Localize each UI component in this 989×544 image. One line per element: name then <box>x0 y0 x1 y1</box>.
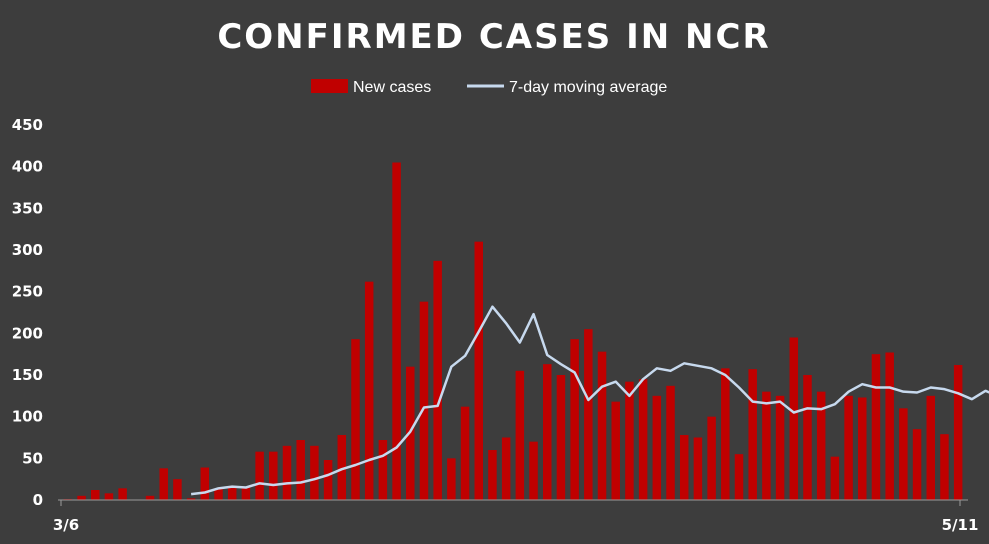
legend-swatch-new-cases <box>311 79 348 93</box>
bar-new-cases <box>145 495 155 500</box>
bar-new-cases <box>296 440 305 500</box>
bar-new-cases <box>337 435 347 500</box>
bar-new-cases <box>529 441 538 500</box>
x-tick-label-start: 3/6 <box>53 516 79 534</box>
bar-new-cases <box>597 351 607 500</box>
bar-new-cases <box>693 437 703 500</box>
legend-label-new-cases: New cases <box>353 79 431 96</box>
legend: New cases 7-day moving average <box>311 79 667 96</box>
bar-new-cases <box>707 416 716 500</box>
bar-new-cases <box>447 458 456 500</box>
y-tick-label: 0 <box>33 491 43 509</box>
bar-new-cases <box>666 385 675 500</box>
bar-new-cases <box>351 339 360 500</box>
bar-new-cases <box>830 456 840 500</box>
bar-new-cases <box>282 445 292 500</box>
bar-new-cases <box>460 406 470 500</box>
bar-new-cases <box>803 375 812 500</box>
bar-new-cases <box>323 460 333 500</box>
bar-new-cases <box>241 487 251 500</box>
bar-new-cases <box>104 493 114 500</box>
bar-new-cases <box>364 281 374 500</box>
bar-new-cases <box>186 498 196 500</box>
y-axis: 0 50 100 150 200 250 300 350 400 450 <box>12 116 43 509</box>
bar-new-cases <box>433 260 442 500</box>
bar-new-cases <box>378 440 388 500</box>
bar-new-cases <box>762 391 771 500</box>
bar-new-cases <box>748 369 757 500</box>
bar-new-cases <box>912 429 922 500</box>
bar-new-cases <box>611 401 620 500</box>
y-tick-label: 100 <box>12 408 43 426</box>
bar-new-cases <box>940 434 949 500</box>
bar-new-cases <box>77 495 86 500</box>
bar-new-cases <box>91 490 100 500</box>
bar-new-cases <box>255 451 264 500</box>
bar-new-cases <box>584 329 593 500</box>
bar-new-cases <box>638 379 648 500</box>
bar-new-cases <box>501 437 511 500</box>
new-cases-bars <box>63 162 963 501</box>
bar-new-cases <box>118 488 127 500</box>
bar-new-cases <box>858 397 867 500</box>
bar-new-cases <box>515 370 525 500</box>
y-tick-label: 400 <box>12 158 43 176</box>
y-tick-label: 450 <box>12 116 43 134</box>
chart-title: CONFIRMED CASES IN NCR <box>217 17 770 57</box>
bar-new-cases <box>227 487 237 500</box>
y-tick-label: 50 <box>22 449 43 467</box>
bar-new-cases <box>625 381 634 500</box>
bar-new-cases <box>419 301 429 500</box>
y-tick-label: 350 <box>12 199 43 217</box>
bar-new-cases <box>775 395 785 500</box>
bar-new-cases <box>474 241 483 501</box>
bar-new-cases <box>543 364 552 500</box>
bar-new-cases <box>310 445 319 500</box>
bar-new-cases <box>871 354 881 500</box>
bar-new-cases <box>899 408 908 500</box>
y-tick-label: 300 <box>12 241 43 259</box>
bar-new-cases <box>816 391 826 500</box>
bar-new-cases <box>570 339 579 500</box>
bar-new-cases <box>734 454 744 500</box>
bar-new-cases <box>789 337 799 500</box>
bar-new-cases <box>159 468 168 500</box>
y-tick-label: 150 <box>12 366 43 384</box>
bar-new-cases <box>721 368 730 500</box>
bar-new-cases <box>200 467 210 500</box>
bar-new-cases <box>953 365 963 500</box>
bar-new-cases <box>679 435 689 500</box>
bar-new-cases <box>392 162 401 500</box>
y-tick-label: 200 <box>12 324 43 342</box>
y-tick-label: 250 <box>12 283 43 301</box>
bar-new-cases <box>885 352 894 500</box>
bar-new-cases <box>926 395 935 500</box>
bar-new-cases <box>844 395 853 500</box>
bar-new-cases <box>269 451 278 500</box>
bar-new-cases <box>173 479 182 500</box>
bar-new-cases <box>488 450 497 500</box>
bar-new-cases <box>556 375 566 500</box>
bar-new-cases <box>214 488 223 500</box>
bar-new-cases <box>652 395 662 500</box>
moving-average-line <box>190 305 989 496</box>
legend-label-moving-average: 7-day moving average <box>509 79 667 96</box>
x-tick-label-end: 5/11 <box>942 516 979 534</box>
